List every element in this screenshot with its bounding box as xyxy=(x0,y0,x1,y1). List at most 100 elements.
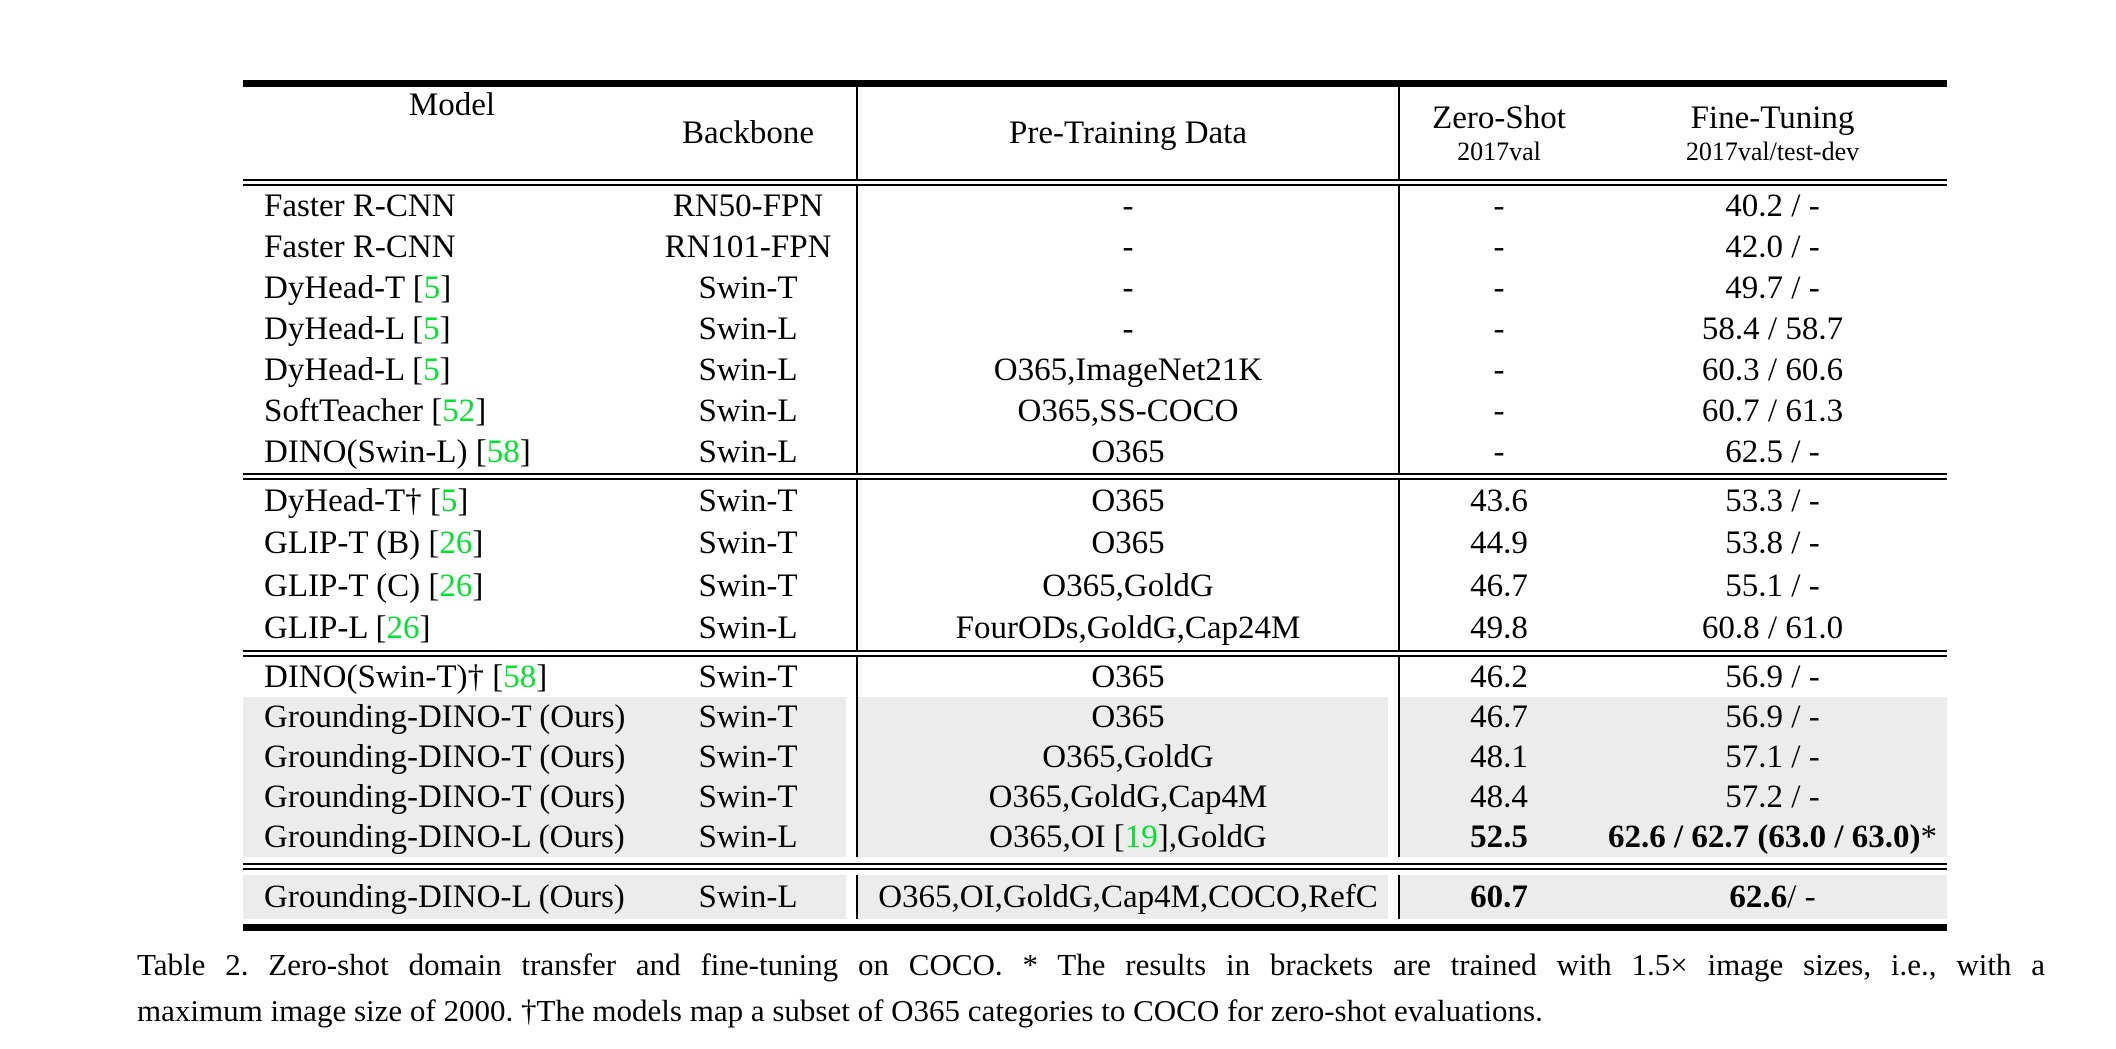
col-header-label: Backbone xyxy=(682,114,814,151)
table-cell: Swin-T xyxy=(640,777,858,817)
table-block: Grounding-DINO-L (Ours) Swin-L O365,OI,Gol… xyxy=(243,870,1947,924)
cell-text: Grounding-DINO-T (Ours) xyxy=(264,778,626,815)
cell-text: GLIP-T (C) [ xyxy=(264,567,440,604)
cell-text: 57.2 / - xyxy=(1725,778,1820,815)
cell-text: 52.5 xyxy=(1470,818,1528,855)
table-cell: DINO(Swin-L) [58] xyxy=(243,432,640,473)
table-cell: 52.5 xyxy=(1400,817,1598,857)
cell-text: 43.6 xyxy=(1470,482,1528,519)
cell-text: 60.3 / 60.6 xyxy=(1701,352,1844,388)
col-header-fine-tuning: Fine-Tuning 2017val/test-dev xyxy=(1598,87,1947,179)
cell-text: O365 xyxy=(1091,698,1165,735)
table-cell: Swin-L xyxy=(640,817,858,857)
col-header-label: Model xyxy=(408,87,496,123)
cell-text: RN101-FPN xyxy=(664,229,832,265)
cell-text: Swin-L xyxy=(698,818,798,855)
table-cell: Swin-T xyxy=(640,697,858,737)
table-cell: - xyxy=(1400,391,1598,432)
table-row: GLIP-T (B) [26] Swin-T O365 44.9 53.8 / - xyxy=(243,522,1947,566)
col-header-pretraining-data: Pre-Training Data xyxy=(858,87,1400,179)
cell-text: 42.0 / - xyxy=(1725,229,1820,265)
table-cell: 40.2 / - xyxy=(1598,186,1947,227)
table-cell: - xyxy=(1400,350,1598,391)
table-cell: 46.7 xyxy=(1400,565,1598,608)
table-cell: 56.9 / - xyxy=(1598,697,1947,737)
cell-text: 60.7 / 61.3 xyxy=(1701,393,1844,429)
table-cell: 57.1 / - xyxy=(1598,737,1947,777)
cell-text: Swin-T xyxy=(698,738,798,775)
table-body-blocks: Faster R-CNN RN50-FPN - -40.2 / - Faster R-C… xyxy=(243,179,1947,924)
citation-number: 58 xyxy=(503,658,537,695)
table-cell: - xyxy=(1400,268,1598,309)
table-cell: 55.1 / - xyxy=(1598,565,1947,608)
table-cell: - xyxy=(1400,186,1598,227)
cell-text: Faster R-CNN xyxy=(264,188,456,224)
table-cell: 53.3 / - xyxy=(1598,480,1947,523)
table-cell: 60.3 / 60.6 xyxy=(1598,350,1947,391)
cell-text: Swin-L xyxy=(698,311,798,347)
cell-text: DINO(Swin-T)† [ xyxy=(264,658,504,695)
citation-number: 26 xyxy=(439,567,473,604)
cell-text: Swin-L xyxy=(698,610,798,647)
table-top-rule xyxy=(243,80,1947,87)
cell-text: 53.3 / - xyxy=(1725,482,1820,519)
cell-text: Swin-L xyxy=(698,878,798,915)
cell-text: ],GoldG xyxy=(1157,818,1267,855)
table-cell: Swin-L xyxy=(640,309,858,350)
citation-number: 26 xyxy=(386,610,420,647)
table-cell: 60.8 / 61.0 xyxy=(1598,608,1947,651)
cell-text: Grounding-DINO-T (Ours) xyxy=(264,738,626,775)
cell-text: 57.1 / - xyxy=(1725,738,1820,775)
table-cell: 42.0 / - xyxy=(1598,227,1947,268)
col-header-backbone: Backbone xyxy=(640,87,858,179)
cell-text: 62.5 / - xyxy=(1725,434,1820,470)
cell-text: - xyxy=(1122,188,1134,224)
table-row: DINO(Swin-L) [58] Swin-L O365 - 62.5 / - xyxy=(243,432,1947,473)
table-cell: 53.8 / - xyxy=(1598,523,1947,566)
cell-text: 53.8 / - xyxy=(1725,525,1820,562)
table-cell: Swin-L xyxy=(640,350,858,391)
cell-text: 58.4 / 58.7 xyxy=(1701,311,1844,347)
cell-text: Grounding-DINO-T (Ours) xyxy=(264,698,626,735)
table-cell: Grounding-DINO-L (Ours) xyxy=(243,875,640,919)
table-cell: O365,GoldG xyxy=(858,565,1400,608)
table-cell: 62.6 / 62.7 (63.0 / 63.0) * xyxy=(1598,817,1947,857)
cell-text: ] xyxy=(472,525,484,562)
table-row: Grounding-DINO-T (Ours) Swin-T O365,GoldG 4… xyxy=(243,737,1947,777)
block-separator-rule xyxy=(243,473,1947,480)
table-cell: 46.7 xyxy=(1400,697,1598,737)
cell-text: - xyxy=(1493,434,1505,470)
cell-text: Swin-T xyxy=(698,778,798,815)
table-cell: DyHead-L [5] xyxy=(243,309,640,350)
cell-text: DyHead-T [ xyxy=(264,270,424,306)
cell-text: RN50-FPN xyxy=(672,188,824,224)
table-cell: 46.2 xyxy=(1400,657,1598,697)
cell-text: 44.9 xyxy=(1470,525,1528,562)
cell-text: Swin-T xyxy=(698,270,798,306)
table-cell: O365 xyxy=(858,697,1400,737)
cell-text: ] xyxy=(439,352,451,388)
table-cell: DINO(Swin-T)† [58] xyxy=(243,657,640,697)
cell-text: O365,GoldG,Cap4M xyxy=(988,778,1268,815)
table-cell: DyHead-L [5] xyxy=(243,350,640,391)
cell-text: Swin-T xyxy=(698,567,798,604)
table-row: DyHead-L [5] Swin-L - - 58.4 / 58.7 xyxy=(243,309,1947,350)
cell-text: / - xyxy=(1787,878,1816,915)
table-cell: O365,ImageNet21K xyxy=(858,350,1400,391)
results-table: Model Backbone Pre-Training Data Zero-Sh… xyxy=(243,80,1947,931)
table-cell: Swin-L xyxy=(640,875,858,919)
table-cell: 48.4 xyxy=(1400,777,1598,817)
table-row: Grounding-DINO-T (Ours) Swin-T O365,GoldG,… xyxy=(243,777,1947,817)
cell-text: O365 xyxy=(1091,482,1165,519)
cell-text: DyHead-L [ xyxy=(264,352,424,388)
cell-text: 48.4 xyxy=(1470,778,1528,815)
table-cell: RN101-FPN xyxy=(640,227,858,268)
cell-text: O365 xyxy=(1091,434,1165,470)
cell-text: ] xyxy=(440,270,452,306)
table-cell: Swin-T xyxy=(640,480,858,523)
table-row: Faster R-CNN RN101-FPN - - 42.0 / - xyxy=(243,227,1947,268)
cell-text: Swin-T xyxy=(698,525,798,562)
table-cell: Grounding-DINO-L (Ours) xyxy=(243,817,640,857)
table-row: Grounding-DINO-T (Ours) Swin-T O365 46.7 56.… xyxy=(243,697,1947,737)
